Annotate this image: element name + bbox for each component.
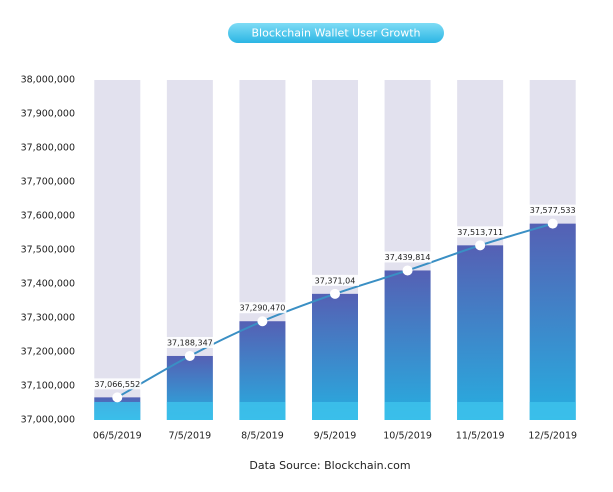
bar <box>529 223 576 420</box>
y-tick-label: 37,400,000 <box>21 279 75 290</box>
bar-base <box>312 402 358 420</box>
value-label: 37,290,470 <box>240 304 286 313</box>
value-label: 37,439,814 <box>385 253 431 262</box>
point <box>402 265 413 276</box>
y-tick-label: 37,200,000 <box>21 347 75 358</box>
title-pill <box>228 23 444 43</box>
y-tick-label: 37,100,000 <box>21 381 75 392</box>
x-tick-label: 9/5/2019 <box>314 431 357 442</box>
y-tick-label: 37,600,000 <box>21 211 75 222</box>
bar <box>384 270 431 420</box>
value-label: 37,513,711 <box>457 228 503 237</box>
value-label-bg <box>456 226 505 238</box>
value-label: 37,371,04 <box>315 276 356 285</box>
x-tick-label: 12/5/2019 <box>528 431 577 442</box>
bar-base <box>384 402 431 420</box>
value-label: 37,577,533 <box>530 206 576 215</box>
y-tick-label: 37,300,000 <box>21 313 75 324</box>
point <box>475 240 486 251</box>
y-tick-label: 37,000,000 <box>21 415 75 426</box>
value-label-bg <box>93 378 142 390</box>
chart-title: Blockchain Wallet User Growth <box>251 27 420 40</box>
bar-base <box>457 402 504 420</box>
y-tick-label: 37,900,000 <box>21 109 75 120</box>
y-tick-label: 37,700,000 <box>21 177 75 188</box>
value-label: 37,188,347 <box>167 338 213 347</box>
x-tick-label: 10/5/2019 <box>383 431 432 442</box>
source: Data Source: Blockchain.com <box>249 459 410 472</box>
y-tick-label: 38,000,000 <box>21 75 75 86</box>
value-label: 37,066,552 <box>94 380 140 389</box>
bar-base <box>166 402 213 420</box>
y-tick-label: 37,500,000 <box>21 245 75 256</box>
value-label-bg <box>165 336 214 348</box>
bar <box>457 245 504 420</box>
x-tick-label: 7/5/2019 <box>169 431 212 442</box>
background-bar <box>94 80 141 420</box>
bar-base <box>239 402 286 420</box>
point <box>184 350 195 361</box>
point <box>257 316 268 327</box>
value-label-bg <box>383 251 432 263</box>
value-label-bg <box>528 204 577 216</box>
x-tick-label: 11/5/2019 <box>456 431 505 442</box>
x-tick-label: 8/5/2019 <box>241 431 284 442</box>
point <box>112 392 123 403</box>
bar-base <box>94 402 141 420</box>
bar-base <box>529 402 576 420</box>
point <box>547 218 558 229</box>
value-label-bg <box>311 274 359 286</box>
x-tick-label: 06/5/2019 <box>93 431 142 442</box>
value-label-bg <box>238 302 287 314</box>
point <box>330 288 340 299</box>
bar <box>312 293 358 420</box>
y-tick-label: 37,800,000 <box>21 143 75 154</box>
